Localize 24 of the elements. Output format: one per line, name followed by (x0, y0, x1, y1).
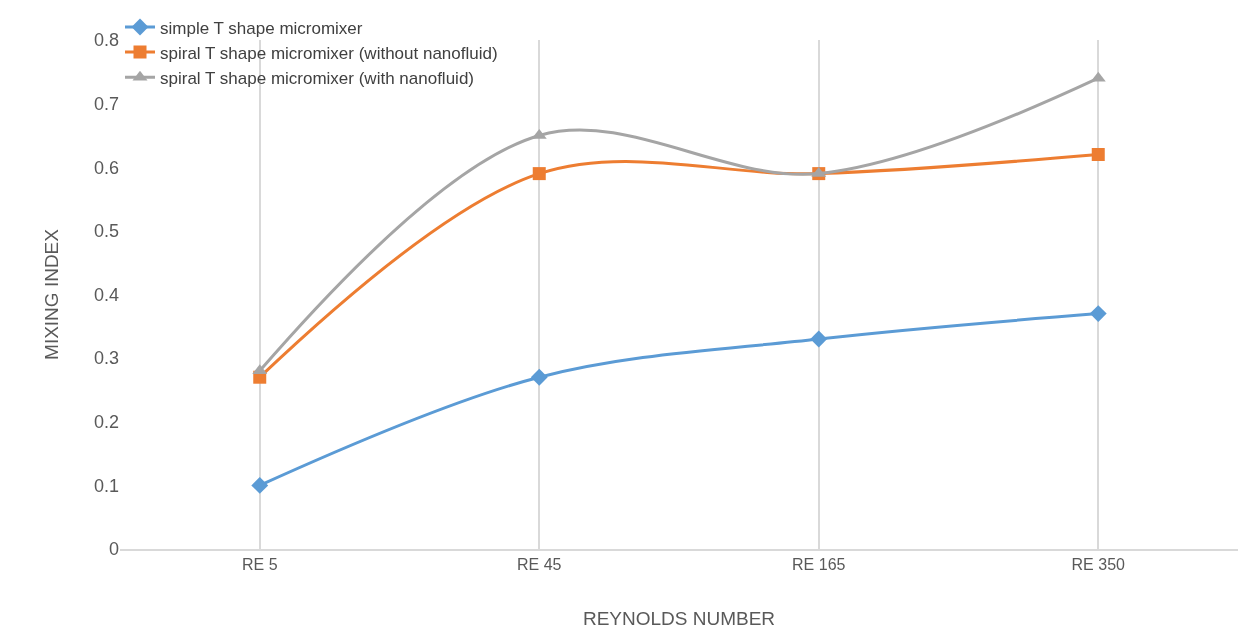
point (532, 167, 546, 181)
point (1091, 148, 1105, 162)
point (810, 330, 828, 348)
y-tick-label: 0.7 (93, 93, 119, 114)
x-tick-label: RE 165 (792, 555, 846, 573)
y-axis-title: MIXING INDEX (40, 228, 62, 360)
x-tick-label: RE 350 (1071, 555, 1126, 573)
y-tick-label: 0.3 (93, 348, 119, 369)
x-tick-label: RE 5 (241, 555, 278, 573)
legend-label: spiral T shape micromixer (without nanofluid) (160, 43, 498, 63)
point (1089, 305, 1107, 323)
point (530, 368, 548, 386)
y-tick-label: 0.8 (93, 30, 119, 51)
legend-label: spiral T shape micromixer (with nanofluid) (160, 68, 474, 88)
y-tick-label: 0 (108, 539, 119, 560)
y-tick-label: 0.6 (93, 157, 119, 178)
y-tick-label: 0.1 (93, 475, 119, 496)
y-tick-label: 0.5 (93, 221, 119, 242)
legend-label: simple T shape micromixer (160, 18, 363, 38)
y-tick-label: 0.2 (93, 412, 119, 433)
point (251, 476, 269, 494)
x-axis-title: REYNOLDS NUMBER (582, 608, 776, 630)
x-tick-label: RE 45 (517, 555, 562, 573)
y-tick-label: 0.4 (93, 284, 119, 305)
